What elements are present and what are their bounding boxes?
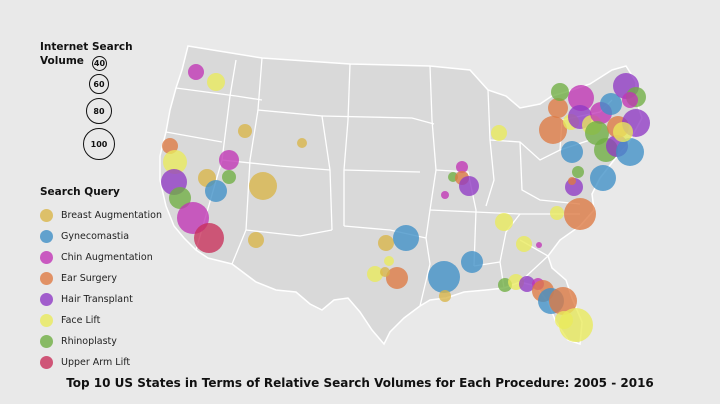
size-ring-label: 100 — [90, 139, 108, 149]
search-query-legend: Search Query Breast Augmentation Gynecom… — [40, 186, 190, 373]
map-caption: Top 10 US States in Terms of Relative Se… — [66, 376, 654, 390]
legend-swatch — [40, 314, 53, 327]
bubble-hair-transplant — [459, 176, 479, 196]
size-ring-label: 60 — [93, 79, 105, 89]
bubble-face-lift — [550, 206, 564, 220]
legend-item-rhinoplasty: Rhinoplasty — [40, 331, 190, 352]
legend-item-chin-augmentation: Chin Augmentation — [40, 247, 190, 268]
bubble-rhinoplasty — [222, 170, 236, 184]
bubble-chin-augmentation — [456, 161, 468, 173]
legend-item-hair-transplant: Hair Transplant — [40, 289, 190, 310]
legend-item-upper-arm-lift: Upper Arm Lift — [40, 352, 190, 373]
bubble-ear-surgery — [162, 138, 178, 154]
bubble-rhinoplasty — [169, 187, 191, 209]
bubble-face-lift — [207, 73, 225, 91]
size-legend: Internet Search Volume 40 60 80 100 — [40, 40, 150, 170]
size-ring-40: 40 — [92, 56, 107, 71]
bubble-face-lift — [163, 150, 187, 174]
legend-label: Ear Surgery — [61, 273, 117, 284]
bubble-face-lift — [367, 266, 383, 282]
bubble-chin-augmentation — [219, 150, 239, 170]
bubble-layer — [161, 64, 650, 342]
legend-item-gynecomastia: Gynecomastia — [40, 226, 190, 247]
legend-item-ear-surgery: Ear Surgery — [40, 268, 190, 289]
size-ring-80: 80 — [86, 98, 112, 124]
legend-item-breast-augmentation: Breast Augmentation — [40, 205, 190, 226]
bubble-gynecomastia — [616, 138, 644, 166]
legend-swatch — [40, 251, 53, 264]
bubble-hair-transplant — [519, 276, 535, 292]
legend-label: Breast Augmentation — [61, 210, 162, 221]
bubble-gynecomastia — [590, 165, 616, 191]
bubble-face-lift — [555, 311, 573, 329]
bubble-chin-augmentation — [622, 92, 638, 108]
bubble-face-lift — [384, 256, 394, 266]
legend-swatch — [40, 335, 53, 348]
bubble-ear-surgery — [548, 98, 568, 118]
size-legend-title: Internet Search Volume — [40, 41, 133, 67]
bubble-ear-surgery — [564, 198, 596, 230]
size-ring-100: 100 — [83, 128, 115, 160]
bubble-rhinoplasty — [551, 83, 569, 101]
bubble-chin-augmentation — [568, 85, 594, 111]
bubble-chin-augmentation — [536, 242, 542, 248]
bubble-gynecomastia — [461, 251, 483, 273]
bubble-chin-augmentation — [188, 64, 204, 80]
bubble-ear-surgery — [386, 267, 408, 289]
search-query-legend-title: Search Query — [40, 186, 120, 198]
legend-label: Chin Augmentation — [61, 252, 153, 263]
bubble-ear-surgery — [539, 116, 567, 144]
bubble-gynecomastia — [205, 180, 227, 202]
bubble-upper-arm-lift — [194, 223, 224, 253]
bubble-breast-augmentation — [297, 138, 307, 148]
bubble-gynecomastia — [428, 261, 460, 293]
bubble-breast-augmentation — [249, 172, 277, 200]
bubble-breast-augmentation — [248, 232, 264, 248]
legend-label: Face Lift — [61, 315, 101, 326]
legend-swatch — [40, 272, 53, 285]
legend-swatch — [40, 209, 53, 222]
legend-swatch — [40, 356, 53, 369]
bubble-gynecomastia — [393, 225, 419, 251]
legend-label: Gynecomastia — [61, 231, 130, 242]
bubble-ear-surgery — [549, 287, 577, 315]
legend-label: Rhinoplasty — [61, 336, 117, 347]
bubble-face-lift — [613, 122, 633, 142]
legend-label: Upper Arm Lift — [61, 357, 131, 368]
bubble-face-lift — [495, 213, 513, 231]
bubble-face-lift — [516, 236, 532, 252]
bubble-gynecomastia — [561, 141, 583, 163]
legend-swatch — [40, 230, 53, 243]
legend-swatch — [40, 293, 53, 306]
bubble-rhinoplasty — [572, 166, 584, 178]
bubble-breast-augmentation — [238, 124, 252, 138]
size-ring-label: 40 — [93, 59, 106, 68]
bubble-chin-augmentation — [441, 191, 449, 199]
bubble-breast-augmentation — [378, 235, 394, 251]
legend-label: Hair Transplant — [61, 294, 133, 305]
bubble-breast-augmentation — [380, 267, 390, 277]
bubble-breast-augmentation — [439, 290, 451, 302]
bubble-face-lift — [491, 125, 507, 141]
bubble-gynecomastia — [600, 93, 622, 115]
bubble-ear-surgery — [568, 177, 576, 185]
size-ring-label: 80 — [93, 106, 105, 116]
size-ring-60: 60 — [89, 74, 109, 94]
legend-item-face-lift: Face Lift — [40, 310, 190, 331]
